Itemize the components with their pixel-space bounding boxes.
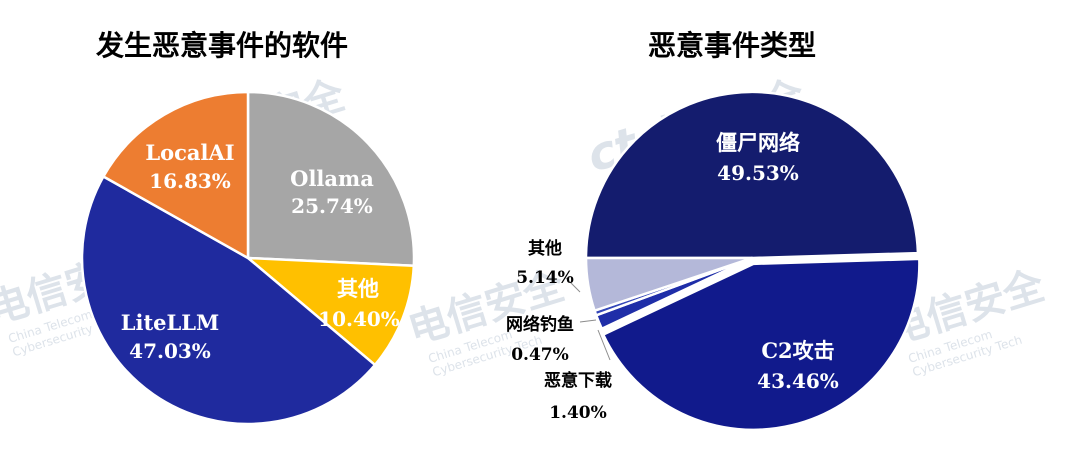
pie-slice-0-1 — [246, 256, 416, 367]
pie-slice-1-0 — [584, 90, 920, 260]
slice-value-1-2: 1.40% — [549, 403, 607, 423]
slice-label-1-4: 其他 — [528, 238, 562, 259]
slice-value-1-0: 49.53% — [717, 161, 799, 185]
chart-title-software: 发生恶意事件的软件 — [96, 29, 349, 62]
leader-line-1-2 — [597, 329, 611, 361]
slice-label-0-2: LiteLLM — [121, 310, 220, 335]
slice-label-0-1: 其他 — [337, 276, 379, 301]
slice-value-0-1: 10.40% — [318, 307, 400, 331]
slice-value-0-3: 16.83% — [149, 169, 231, 193]
leader-line-1-4 — [565, 277, 581, 293]
slice-value-0-2: 47.03% — [129, 339, 211, 363]
pie-slice-0-2 — [80, 175, 377, 426]
chart-title-event-type: 恶意事件类型 — [648, 29, 817, 62]
leader-line-1-3 — [579, 319, 597, 323]
slice-value-1-4: 5.14% — [516, 268, 574, 288]
pie-slice-1-4 — [584, 256, 754, 312]
slice-label-1-2: 恶意下载 — [544, 370, 612, 391]
slice-label-1-1: C2攻击 — [761, 338, 834, 363]
slice-label-0-0: Ollama — [290, 166, 374, 191]
slice-label-1-0: 僵尸网络 — [716, 130, 800, 155]
slice-value-1-3: 0.47% — [511, 345, 569, 365]
pie-slice-0-3 — [102, 90, 250, 260]
slice-label-0-3: LocalAI — [145, 140, 234, 165]
pie-slice-0-0 — [246, 90, 416, 267]
pie-slice-1-1 — [601, 257, 921, 432]
slice-value-0-0: 25.74% — [291, 194, 373, 218]
slice-label-1-3: 网络钓鱼 — [506, 314, 574, 335]
slice-value-1-1: 43.46% — [757, 369, 839, 393]
